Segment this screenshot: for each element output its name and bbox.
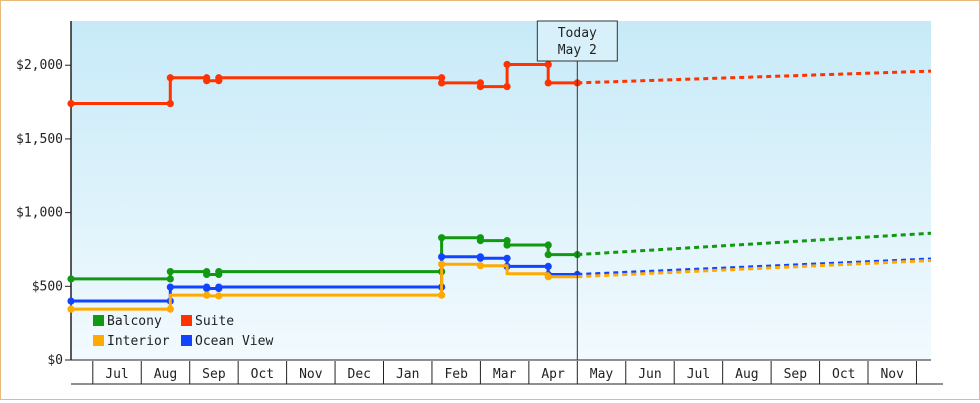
data-point-ocean-view [438, 253, 446, 261]
data-point-balcony [166, 275, 174, 283]
x-tick-label: Aug [735, 367, 758, 382]
x-tick-label: Nov [880, 367, 904, 382]
series-line-interior [71, 262, 578, 311]
x-tick-label: Dec [348, 367, 371, 382]
data-point-balcony [438, 234, 446, 242]
data-point-ocean-view [544, 262, 552, 271]
x-tick-label: Sep [784, 367, 808, 382]
data-point-balcony [503, 241, 511, 249]
y-tick-label: $0 [47, 353, 63, 368]
data-point-balcony [67, 275, 75, 283]
x-tick-label: Jul [687, 367, 710, 382]
data-point-balcony [215, 267, 223, 276]
data-point-interior [438, 260, 446, 268]
data-point-interior [438, 291, 446, 299]
data-point-suite [503, 82, 511, 91]
plot-background [71, 21, 931, 360]
data-point-ocean-view [476, 254, 485, 262]
y-tick-label: $2,000 [16, 58, 63, 73]
x-tick-label: Sep [202, 367, 226, 382]
data-point-ocean-view [67, 297, 75, 305]
data-point-balcony [166, 267, 174, 276]
data-point-interior [203, 291, 211, 299]
data-point-suite [544, 60, 552, 69]
data-point-ocean-view [203, 284, 211, 293]
data-point-suite [166, 74, 174, 82]
data-point-ocean-view [215, 283, 223, 291]
data-point-suite [544, 79, 552, 87]
y-tick-label: $1,500 [16, 132, 63, 147]
x-tick-label: Feb [444, 367, 468, 382]
data-point-interior [544, 273, 552, 281]
data-point-suite [203, 77, 211, 85]
x-tick-label: Oct [251, 367, 274, 382]
data-point-balcony [476, 237, 485, 245]
data-point-interior [166, 305, 174, 313]
legend-swatch-suite [181, 315, 192, 326]
legend-label-ocean-view: Ocean View [195, 334, 273, 349]
data-point-suite [503, 60, 511, 69]
y-tick-label: $500 [32, 279, 63, 294]
x-tick-label: Jul [105, 367, 128, 382]
today-label: Today [558, 26, 597, 41]
today-callout-box [536, 20, 618, 62]
data-point-suite [438, 79, 446, 87]
legend-swatch-ocean-view [181, 335, 192, 346]
data-point-interior [67, 305, 75, 313]
x-tick-label: Mar [493, 367, 517, 382]
legend-swatch-balcony [93, 315, 104, 326]
data-point-balcony [544, 251, 552, 259]
data-point-suite [438, 74, 446, 82]
legend-label-suite: Suite [195, 314, 234, 329]
legend-label-balcony: Balcony [107, 314, 162, 329]
legend-label-interior: Interior [107, 334, 170, 349]
data-point-suite [166, 99, 174, 108]
x-tick-label: Oct [832, 367, 855, 382]
y-tick-label: $1,000 [16, 206, 63, 221]
x-tick-label: Jan [396, 367, 419, 382]
x-tick-label: Nov [299, 367, 323, 382]
forecast-line-suite [577, 69, 932, 85]
x-tick-label: May [590, 367, 614, 382]
data-point-suite [67, 99, 75, 108]
legend-swatch-interior [93, 335, 104, 346]
today-date: May 2 [558, 43, 597, 58]
data-point-suite [476, 82, 485, 91]
x-tick-label: Aug [154, 367, 177, 382]
data-point-ocean-view [503, 254, 511, 262]
data-point-interior [215, 292, 223, 300]
data-point-ocean-view [166, 283, 174, 291]
x-tick-label: Jun [638, 367, 661, 382]
data-point-suite [215, 74, 223, 82]
data-point-interior [476, 262, 485, 270]
data-point-balcony [203, 270, 211, 279]
data-point-balcony [544, 241, 552, 249]
x-tick-label: Apr [541, 367, 565, 382]
